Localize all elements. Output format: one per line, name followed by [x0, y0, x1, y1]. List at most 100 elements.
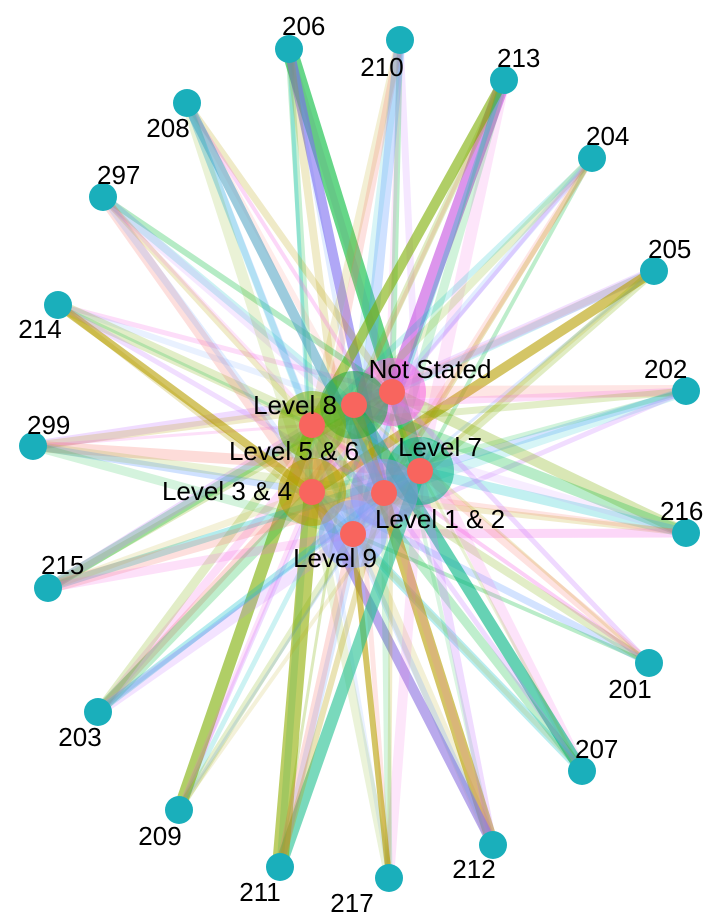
edge-208-not-stated — [184, 100, 395, 395]
edge-216-level-7 — [418, 466, 688, 538]
label-297: 297 — [97, 160, 140, 190]
node-206 — [275, 35, 303, 63]
edge-203-level-5-6 — [94, 422, 316, 715]
label-level-1-2: Level 1 & 2 — [375, 504, 505, 534]
label-212: 212 — [452, 854, 495, 884]
label-214: 214 — [18, 314, 61, 344]
label-215: 215 — [41, 550, 84, 580]
edge-203-not-stated — [95, 389, 395, 715]
label-level-9: Level 9 — [293, 543, 377, 573]
edge-215-level-5-6 — [45, 421, 315, 592]
edge-299-level-7 — [32, 440, 421, 477]
inner-node-layer — [299, 379, 433, 547]
edge-213-level-1-2 — [379, 78, 509, 495]
label-213: 213 — [497, 43, 540, 73]
label-201: 201 — [608, 674, 651, 704]
label-level-3-4: Level 3 & 4 — [162, 476, 292, 506]
label-204: 204 — [586, 121, 629, 151]
outer-node-layer — [19, 26, 700, 892]
label-203: 203 — [58, 722, 101, 752]
node-level-8 — [341, 392, 367, 418]
node-level-3-4 — [299, 479, 325, 505]
edge-215-level-3-4 — [46, 488, 314, 592]
node-214 — [44, 291, 72, 319]
node-203 — [84, 698, 112, 726]
edge-205-level-7 — [418, 269, 656, 473]
node-210 — [386, 26, 414, 54]
node-216 — [672, 519, 700, 547]
label-level-5-6: Level 5 & 6 — [229, 436, 359, 466]
edge-297-level-3-4 — [98, 193, 317, 496]
label-202: 202 — [644, 354, 687, 384]
edge-209-level-3-4 — [176, 491, 315, 811]
label-not-stated: Not Stated — [369, 354, 492, 384]
label-209: 209 — [138, 821, 181, 851]
edge-209-not-stated — [176, 390, 395, 812]
label-210: 210 — [360, 52, 403, 82]
edge-214-level-3-4 — [55, 301, 315, 496]
inner-node-glow-layer — [278, 358, 454, 568]
edge-202-not-stated — [391, 385, 687, 398]
edge-211-level-3-4 — [272, 491, 320, 868]
label-216: 216 — [660, 496, 703, 526]
edge-211-level-7 — [274, 469, 426, 869]
edge-212-level-1-2 — [380, 491, 497, 847]
node-level-7 — [407, 458, 433, 484]
edge-203-level-9 — [94, 529, 357, 717]
node-209 — [165, 796, 193, 824]
node-212 — [479, 831, 507, 859]
node-205 — [640, 257, 668, 285]
edge-206-level-9 — [285, 48, 357, 535]
edge-202-level-7 — [418, 387, 688, 475]
edge-201-level-7 — [417, 467, 652, 667]
edge-216-not-stated — [389, 387, 689, 538]
label-211: 211 — [239, 877, 280, 907]
edge-297-level-8 — [100, 193, 357, 409]
edge-207-level-7 — [418, 470, 584, 772]
edge-216-level-9 — [352, 528, 687, 539]
edge-207-level-1-2 — [381, 491, 585, 773]
edge-216-level-8 — [352, 399, 688, 539]
edge-213-not-stated — [385, 77, 511, 395]
node-297 — [89, 183, 117, 211]
node-299 — [19, 432, 47, 460]
node-202 — [672, 377, 700, 405]
node-213 — [490, 66, 518, 94]
edge-213-level-7 — [414, 78, 510, 473]
label-207: 207 — [575, 734, 618, 764]
edge-210-level-5-6 — [307, 38, 405, 427]
edge-205-not-stated — [390, 267, 656, 396]
edge-212-level-7 — [416, 470, 497, 846]
edge-297-level-5-6 — [100, 194, 315, 428]
node-204 — [578, 144, 606, 172]
edge-217-level-9 — [350, 533, 392, 879]
label-205: 205 — [648, 234, 691, 264]
node-level-9 — [340, 521, 366, 547]
edge-213-level-9 — [350, 79, 507, 535]
node-208 — [173, 89, 201, 117]
node-not-stated — [379, 379, 405, 405]
label-level-7: Level 7 — [398, 432, 482, 462]
edge-203-level-3-4 — [94, 488, 316, 716]
node-201 — [635, 649, 663, 677]
edge-204-level-7 — [418, 157, 594, 472]
label-206: 206 — [282, 11, 325, 41]
node-217 — [375, 864, 403, 892]
edge-209-level-9 — [176, 532, 356, 812]
edge-214-level-5-6 — [57, 303, 313, 427]
node-level-5-6 — [299, 412, 325, 438]
edge-297-not-stated — [101, 194, 394, 395]
edge-214-level-8 — [57, 302, 355, 408]
edge-201-not-stated — [390, 390, 651, 665]
edge-214-level-1-2 — [56, 302, 386, 496]
edge-206-level-5-6 — [285, 48, 316, 426]
node-207 — [568, 757, 596, 785]
label-layer: 206 210 213 204 205 202 216 201 207 212 217 211 209 2… — [18, 11, 703, 918]
edge-208-level-5-6 — [183, 101, 316, 427]
node-211 — [266, 853, 294, 881]
label-217: 217 — [330, 888, 373, 918]
label-299: 299 — [27, 410, 70, 440]
edge-211-level-9 — [275, 533, 358, 868]
edge-299-level-3-4 — [32, 442, 313, 496]
